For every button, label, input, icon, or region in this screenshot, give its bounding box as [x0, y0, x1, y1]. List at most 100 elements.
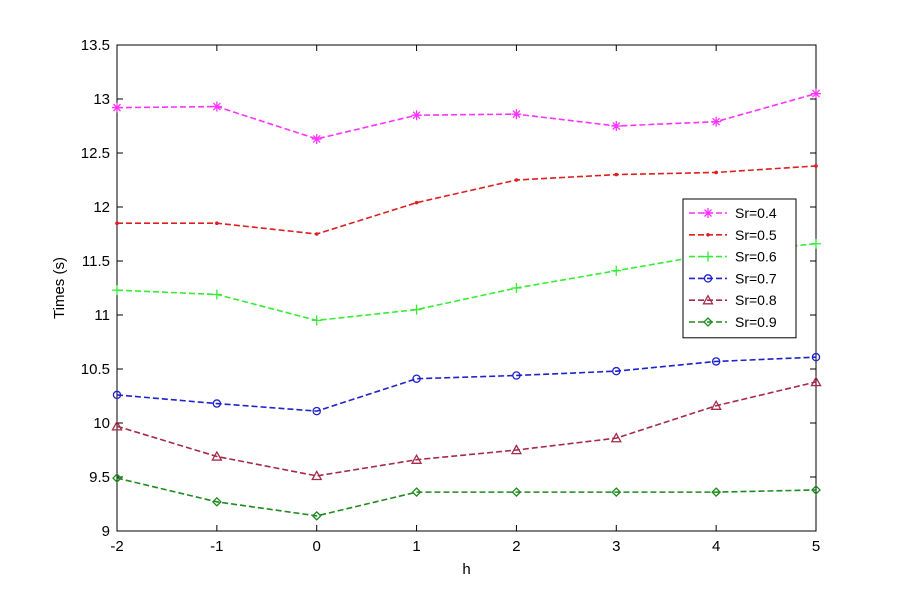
y-axis-label: Times (s): [51, 257, 68, 319]
circle-marker: [703, 274, 713, 283]
x-tick-label: 4: [712, 538, 720, 555]
point-marker: [414, 200, 419, 205]
circle-marker: [512, 371, 521, 380]
series-sr-0-4: [112, 88, 821, 144]
legend-item: Sr=0.8: [689, 292, 777, 308]
star-marker: [112, 102, 122, 113]
y-tick-label: 13: [93, 91, 110, 108]
legend-item: Sr=0.4: [689, 205, 777, 221]
circle-marker: [711, 357, 721, 366]
star-marker: [611, 121, 622, 131]
x-tick-label: 5: [812, 538, 820, 555]
y-tick-label: 13.5: [81, 37, 110, 54]
point-marker: [514, 178, 519, 182]
point-marker: [614, 172, 619, 177]
star-marker: [811, 88, 821, 99]
plus-marker: [112, 285, 122, 296]
diamond-marker: [703, 317, 713, 327]
y-tick-label: 10: [93, 415, 110, 432]
circle-marker: [312, 406, 321, 416]
point-marker: [714, 170, 718, 175]
series-line: [116, 92, 817, 140]
y-tick-label: 11.5: [82, 253, 110, 270]
x-tick-label: 2: [512, 538, 520, 555]
y-tick-label: 9.5: [89, 469, 110, 486]
x-tick-label: 1: [412, 538, 420, 555]
triangle-marker: [410, 453, 423, 464]
legend-label: Sr=0.5: [735, 227, 777, 243]
circle-marker: [811, 352, 821, 362]
legend-item: Sr=0.7: [689, 270, 777, 286]
plus-marker: [211, 289, 222, 300]
circle-marker: [412, 374, 421, 383]
circle-marker: [612, 366, 621, 376]
diamond-marker: [811, 485, 821, 495]
diamond-marker: [711, 487, 722, 498]
diamond-marker: [112, 473, 122, 483]
x-tick-label: 0: [313, 538, 321, 555]
triangle-marker: [510, 444, 523, 455]
legend-label: Sr=0.8: [735, 292, 777, 308]
x-tick-label: 3: [612, 538, 620, 555]
diamond-marker: [211, 496, 222, 507]
legend-label: Sr=0.6: [735, 249, 777, 265]
star-marker: [311, 133, 322, 144]
y-tick-label: 12.5: [81, 145, 110, 162]
triangle-marker: [702, 294, 714, 305]
triangle-marker: [710, 399, 722, 410]
legend: Sr=0.4 Sr=0.5 Sr=0.6 Sr=0.7 Sr=0.8 Sr=0.9: [682, 198, 797, 339]
legend-item: Sr=0.5: [689, 227, 777, 243]
triangle-marker: [610, 432, 622, 443]
circle-marker: [112, 390, 122, 400]
point-marker: [314, 232, 319, 236]
legend-label: Sr=0.4: [735, 205, 777, 221]
diamond-marker: [311, 510, 322, 521]
series-sr-0-5: [115, 164, 818, 236]
point-marker: [215, 221, 219, 225]
series-line: [116, 242, 817, 322]
plus-marker: [611, 265, 622, 276]
point-marker: [814, 164, 818, 168]
legend-item: Sr=0.6: [689, 249, 777, 265]
star-marker: [511, 109, 522, 120]
legend-item: Sr=0.9: [689, 314, 777, 330]
star-marker: [411, 110, 422, 121]
plus-marker: [703, 251, 713, 262]
legend-label: Sr=0.9: [735, 314, 777, 330]
y-tick-label: 12: [93, 199, 110, 216]
series-line: [116, 356, 817, 412]
plus-marker: [311, 315, 322, 326]
plus-marker: [511, 283, 522, 293]
point-marker: [706, 233, 710, 237]
point-marker: [115, 221, 119, 225]
diamond-marker: [511, 487, 522, 498]
y-tick-label: 11: [94, 307, 110, 324]
triangle-marker: [111, 420, 123, 431]
series-sr-0-7: [112, 352, 821, 416]
x-tick-label: -2: [110, 538, 123, 555]
series-sr-0-9: [112, 473, 821, 521]
legend-label: Sr=0.7: [735, 270, 777, 286]
triangle-marker: [810, 376, 822, 387]
star-marker: [211, 101, 222, 112]
y-tick-label: 9: [102, 523, 110, 540]
diamond-marker: [611, 487, 622, 498]
series-layer: [111, 88, 822, 521]
triangle-marker: [211, 450, 223, 461]
series-line: [116, 381, 817, 477]
plus-marker: [411, 304, 422, 315]
series-sr-0-8: [111, 376, 822, 481]
series-line: [117, 165, 817, 235]
series-line: [116, 477, 817, 517]
y-tick-label: 10.5: [81, 361, 110, 378]
diamond-marker: [411, 487, 422, 498]
legend-box: [682, 198, 797, 339]
star-marker: [711, 116, 722, 127]
plus-marker: [811, 238, 821, 249]
triangle-marker: [311, 470, 323, 481]
circle-marker: [212, 399, 222, 408]
x-tick-label: -1: [210, 538, 223, 555]
x-axis-label: h: [462, 561, 470, 578]
